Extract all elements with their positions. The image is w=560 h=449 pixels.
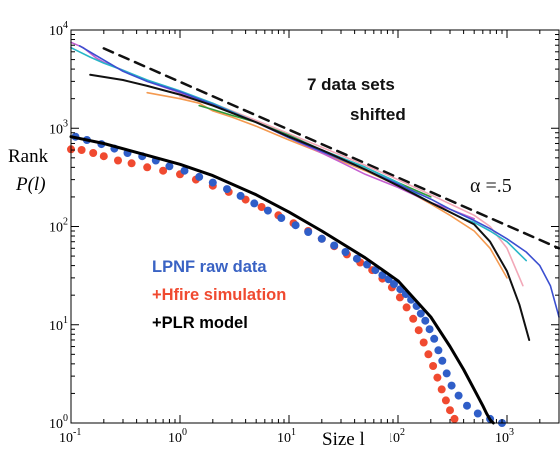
x-tick-label-1: 100	[168, 427, 187, 446]
lpnf-point	[454, 391, 463, 400]
lpnf-point	[430, 334, 439, 343]
x-tick-label-0: 10-1	[59, 427, 81, 446]
x-axis-title: Size l	[322, 429, 365, 449]
hfire-point	[77, 146, 86, 154]
legend-hfire-simulation: +Hfire simulation	[152, 286, 286, 304]
lpnf-point	[195, 172, 204, 181]
lpnf-point	[416, 309, 425, 318]
hfire-point	[402, 303, 411, 312]
y-tick-label-2: 102	[49, 217, 68, 236]
set-cyan-line	[70, 46, 528, 262]
hfire-point	[114, 156, 122, 165]
lpnf-point	[208, 178, 217, 187]
lpnf-point	[165, 162, 174, 171]
hfire-point	[433, 373, 442, 382]
lpnf-point	[352, 254, 361, 263]
legend-lpnf-raw-data: LPNF raw data	[152, 258, 267, 276]
x-tick-label-2: 101	[277, 427, 296, 446]
lpnf-point	[317, 234, 326, 243]
y-axis-title-rank: Rank	[8, 146, 49, 167]
set-blue-line	[78, 44, 560, 318]
lpnf-point	[304, 228, 313, 236]
hfire-point	[437, 385, 446, 394]
y-tick-label-4: 104	[49, 20, 68, 39]
lpnf-point	[463, 401, 471, 410]
lpnf-point	[363, 260, 371, 269]
tick-marks	[70, 29, 560, 424]
y-tick-label-0: 100	[49, 413, 68, 432]
series-layer	[67, 41, 560, 427]
y-tick-label-3: 103	[49, 118, 68, 137]
hfire-point	[429, 362, 438, 370]
hfire-point	[395, 293, 404, 302]
hfire-point	[99, 152, 108, 161]
set-orange-line	[146, 91, 508, 279]
hfire-point	[414, 326, 423, 335]
lpnf-point	[277, 214, 286, 222]
lpnf-point	[291, 221, 300, 230]
lpnf-point	[421, 316, 430, 325]
datasets-annotation-line1: 7 data sets	[307, 75, 395, 94]
lpnf-point	[330, 241, 339, 250]
lpnf-point	[378, 271, 387, 280]
lpnf-point	[434, 346, 443, 355]
lpnf-point	[223, 185, 231, 194]
set-black-line	[89, 73, 531, 341]
lpnf-point	[390, 280, 398, 288]
lpnf-point	[263, 206, 272, 215]
hfire-point	[446, 406, 454, 415]
hfire-point	[89, 149, 98, 157]
hfire-point	[450, 414, 459, 423]
hfire-point	[127, 159, 136, 168]
lpnf-point	[180, 166, 189, 175]
hfire-point	[424, 350, 433, 359]
hfire-point	[441, 396, 450, 405]
plr-model-curve	[69, 135, 495, 425]
datasets-annotation-line2: shifted	[350, 105, 406, 124]
lpnf-point	[341, 248, 350, 256]
lpnf-point	[473, 409, 482, 418]
lpnf-point	[438, 356, 447, 365]
lpnf-point	[425, 325, 434, 334]
hfire-point	[159, 166, 168, 175]
x-axis-title-backdrop	[318, 427, 390, 447]
lpnf-point	[236, 191, 245, 200]
slope-guide-line	[102, 47, 560, 250]
y-tick-label-1: 101	[49, 315, 68, 334]
lpnf-point	[250, 199, 259, 208]
lpnf-point	[447, 381, 456, 390]
x-tick-label-4: 103	[495, 427, 514, 446]
hfire-point	[257, 203, 266, 211]
y-axis-title-function: P(l)	[15, 174, 46, 195]
hfire-point	[409, 314, 418, 323]
hfire-point	[419, 338, 428, 347]
slope-annotation: α =.5	[470, 175, 512, 197]
lpnf-point	[442, 369, 451, 378]
hfire-point	[143, 163, 152, 172]
legend-plr-model: +PLR model	[152, 314, 248, 332]
